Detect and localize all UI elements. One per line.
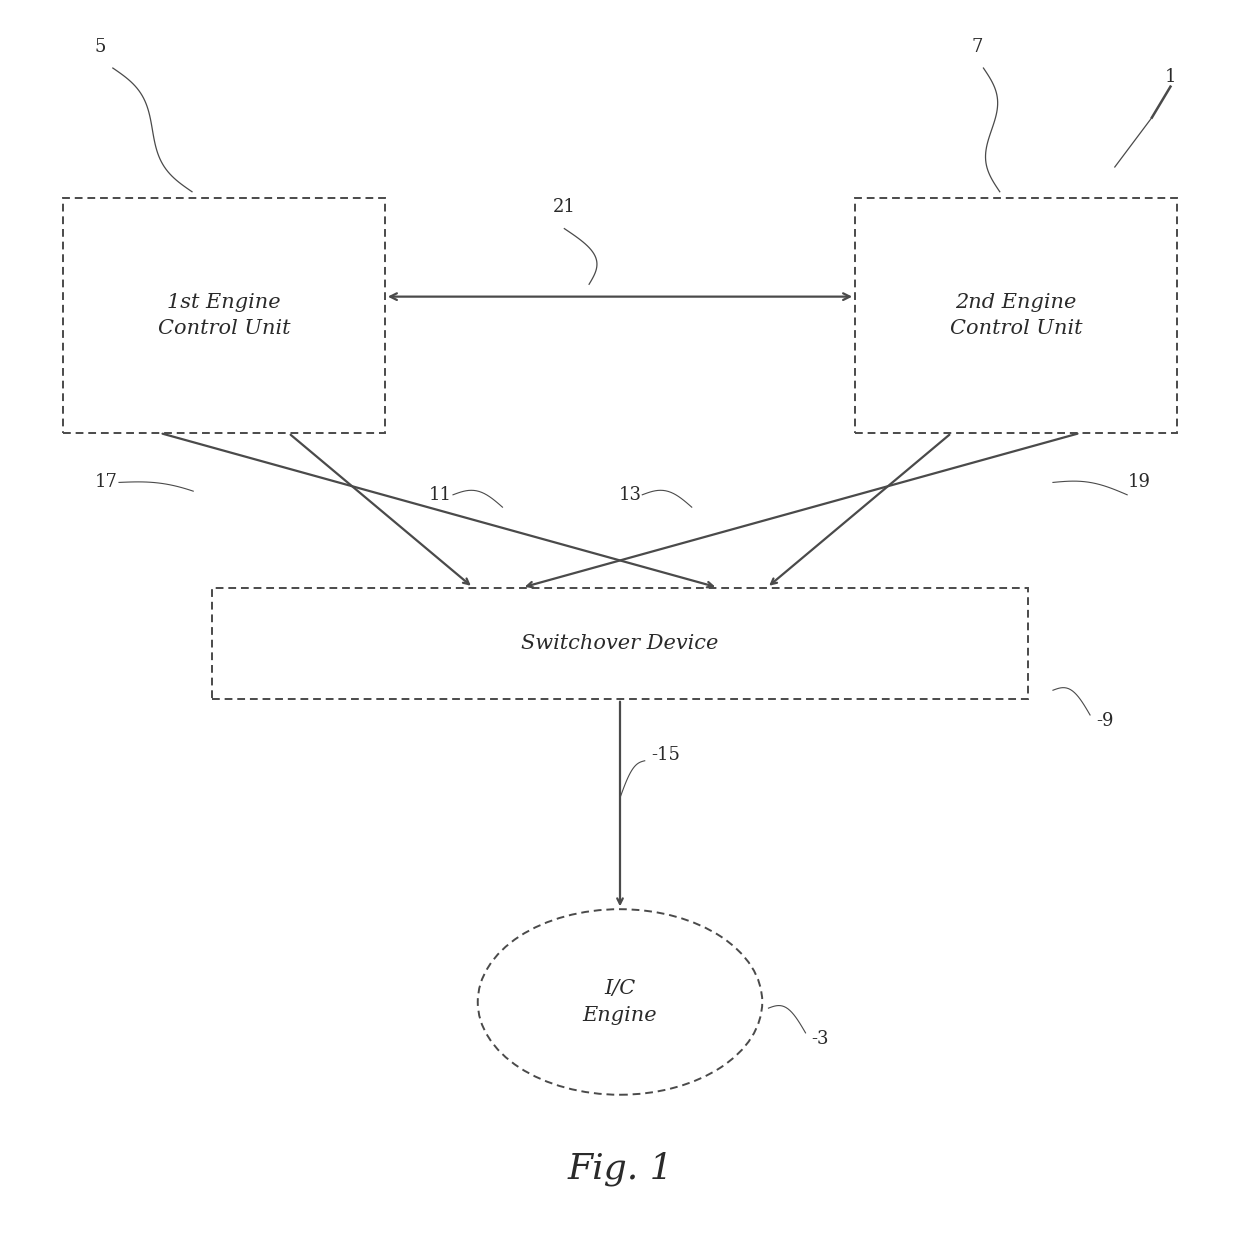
Text: 21: 21 xyxy=(553,198,575,216)
Text: 2nd Engine
Control Unit: 2nd Engine Control Unit xyxy=(950,293,1083,338)
Text: 11: 11 xyxy=(429,486,453,503)
Text: 17: 17 xyxy=(95,474,118,491)
Bar xyxy=(856,198,1177,433)
Text: 5: 5 xyxy=(94,37,107,56)
Text: Switchover Device: Switchover Device xyxy=(521,633,719,653)
Text: I/C
Engine: I/C Engine xyxy=(583,980,657,1024)
Bar xyxy=(212,588,1028,699)
Text: -3: -3 xyxy=(812,1030,830,1048)
Text: 1st Engine
Control Unit: 1st Engine Control Unit xyxy=(157,293,290,338)
Text: 13: 13 xyxy=(619,486,641,503)
Text: -15: -15 xyxy=(651,746,680,763)
Ellipse shape xyxy=(477,909,763,1095)
Bar xyxy=(63,198,384,433)
Text: 19: 19 xyxy=(1128,474,1151,491)
Text: -9: -9 xyxy=(1096,713,1114,730)
Text: Fig. 1: Fig. 1 xyxy=(567,1152,673,1186)
Text: 7: 7 xyxy=(972,37,983,56)
Text: 1: 1 xyxy=(1166,68,1177,87)
